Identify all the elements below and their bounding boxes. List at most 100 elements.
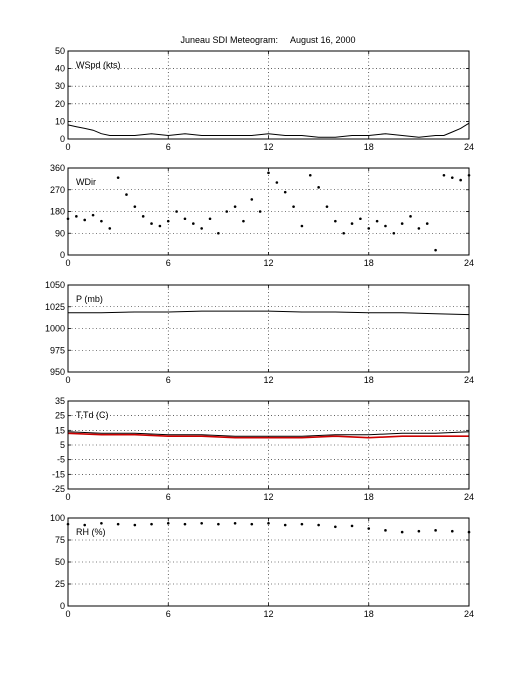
y-tick-label: 100: [50, 513, 65, 523]
data-point: [183, 217, 187, 221]
panel-label: WDir: [76, 177, 96, 187]
data-point: [392, 231, 396, 235]
y-tick-label: 25: [55, 579, 65, 589]
y-tick-label: 90: [55, 228, 65, 238]
panel-0: 0 6 12 18 24 0 10 20 30 40 50 WSpd (kts): [55, 46, 474, 152]
data-point: [125, 193, 128, 196]
x-tick-label: 24: [464, 142, 474, 152]
data-point: [267, 521, 270, 525]
data-point: [400, 530, 404, 534]
x-tick-label: 6: [166, 492, 171, 502]
x-tick-label: 18: [364, 142, 374, 152]
data-point: [275, 181, 279, 184]
x-tick-label: 24: [464, 375, 474, 385]
data-point: [317, 523, 320, 527]
data-point: [308, 173, 312, 177]
x-tick-label: 24: [464, 609, 474, 619]
x-tick-label: 12: [263, 375, 273, 385]
series-line-0: [67, 431, 470, 437]
y-tick-label: 950: [50, 367, 65, 377]
data-point: [116, 176, 120, 179]
data-point: [292, 205, 295, 208]
data-point: [334, 525, 337, 529]
figure-title: Juneau SDI Meteogram: August 16, 2000: [180, 35, 355, 45]
data-point: [100, 521, 103, 525]
panel-2: 0 6 12 18 24 950 975 1000 1025 1050 P (mb): [45, 280, 474, 385]
panel-label: T,Td (C): [76, 410, 109, 420]
data-point: [459, 178, 462, 182]
data-point: [83, 523, 87, 527]
y-tick-label: 1000: [45, 324, 65, 334]
y-tick-label: 30: [55, 81, 65, 91]
data-point: [158, 224, 162, 228]
data-point: [150, 222, 153, 225]
data-point: [217, 522, 220, 526]
x-tick-label: 6: [166, 142, 171, 152]
data-point: [133, 205, 137, 208]
data-point: [91, 213, 95, 217]
data-point: [108, 227, 112, 230]
plot-frame: [67, 50, 470, 140]
data-point: [192, 222, 195, 225]
x-tick-label: 18: [364, 609, 374, 619]
data-point: [325, 205, 329, 208]
data-point: [233, 205, 237, 208]
x-tick-label: 0: [65, 492, 70, 502]
x-tick-label: 12: [263, 609, 273, 619]
x-tick-label: 0: [65, 609, 70, 619]
data-point: [225, 210, 229, 213]
y-tick-label: 975: [50, 345, 65, 355]
x-tick-label: 0: [65, 258, 70, 268]
data-point: [450, 176, 454, 179]
y-tick-label: 35: [55, 396, 65, 406]
y-tick-label: 15: [55, 425, 65, 435]
data-point: [175, 210, 178, 213]
data-point: [417, 529, 421, 533]
data-point: [133, 523, 137, 527]
data-point: [300, 224, 304, 228]
data-point: [375, 219, 379, 223]
data-point: [359, 217, 362, 221]
y-tick-label: 0: [60, 250, 65, 260]
y-tick-label: 40: [55, 64, 65, 74]
y-tick-label: -5: [57, 455, 65, 465]
y-tick-label: 5: [60, 440, 65, 450]
data-point: [200, 227, 203, 230]
panel-1: 0 6 12 18 24 0 90 180 270 360 WDir: [50, 163, 474, 268]
x-tick-label: 6: [166, 258, 171, 268]
y-tick-label: -25: [52, 484, 65, 494]
data-point: [166, 521, 170, 525]
data-point: [83, 218, 87, 222]
data-point: [350, 222, 354, 225]
data-point: [384, 529, 387, 532]
y-tick-label: 360: [50, 163, 65, 173]
series-line-0: [68, 310, 470, 316]
data-point: [258, 210, 262, 213]
data-point: [334, 219, 337, 223]
x-tick-label: 0: [65, 375, 70, 385]
data-point: [434, 248, 437, 252]
y-tick-label: 270: [50, 185, 65, 195]
panel-label: WSpd (kts): [76, 60, 121, 70]
data-point: [141, 215, 145, 218]
data-point: [242, 219, 245, 223]
x-tick-label: 0: [65, 142, 70, 152]
y-tick-label: -15: [52, 469, 65, 479]
y-tick-label: 1025: [45, 302, 65, 312]
data-point: [208, 217, 212, 221]
data-point: [250, 198, 254, 201]
data-point: [217, 231, 220, 235]
x-tick-label: 6: [166, 375, 171, 385]
data-point: [283, 523, 287, 527]
data-point: [367, 227, 371, 230]
data-point: [267, 171, 270, 175]
series-line-0: [67, 122, 470, 138]
data-point: [116, 522, 120, 526]
y-tick-label: 180: [50, 207, 65, 217]
data-point: [400, 222, 404, 225]
y-tick-label: 50: [55, 46, 65, 56]
y-tick-label: 75: [55, 535, 65, 545]
panel-label: P (mb): [76, 294, 103, 304]
